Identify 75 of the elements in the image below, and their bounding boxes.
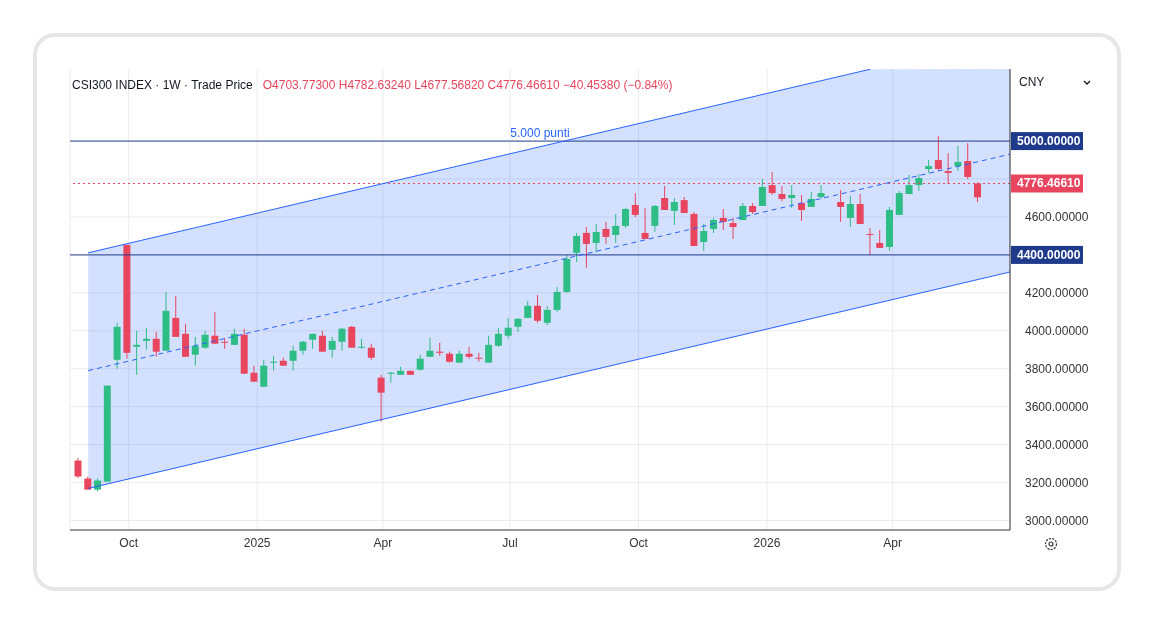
y-tick-label: 3800.00000	[1025, 361, 1089, 376]
candlestick	[494, 327, 502, 348]
candlestick	[846, 195, 854, 228]
candlestick	[729, 217, 737, 240]
y-tick-label: 3000.00000	[1025, 513, 1089, 528]
x-tick-label: Jul	[502, 535, 518, 550]
candlestick	[788, 184, 796, 209]
y-tick-label: 3400.00000	[1025, 437, 1089, 452]
candlestick	[543, 305, 551, 326]
candlestick	[602, 221, 610, 245]
candlestick	[191, 336, 199, 367]
candlestick	[964, 142, 972, 180]
candlestick	[612, 213, 620, 244]
x-tick-label: Apr	[373, 535, 393, 550]
candlestick	[133, 330, 141, 376]
candlestick	[670, 197, 678, 226]
candlestick	[622, 207, 630, 229]
candlestick	[142, 327, 150, 351]
candlestick	[934, 135, 942, 172]
candlestick	[504, 317, 512, 340]
candlestick	[817, 184, 825, 200]
candlestick	[700, 223, 708, 252]
candlestick	[152, 331, 160, 358]
y-tick-label: 4000.00000	[1025, 323, 1089, 338]
y-tick-label: 4600.00000	[1025, 209, 1089, 224]
candlestick	[876, 229, 884, 249]
y-tick-label: 3200.00000	[1025, 475, 1089, 490]
candlestick	[270, 355, 278, 372]
candlestick	[318, 330, 326, 353]
candlestick	[338, 327, 346, 352]
candlestick	[866, 227, 874, 256]
candlestick	[534, 294, 542, 324]
candlestick	[954, 145, 962, 172]
ref-line-label: 4776.46610	[1017, 176, 1081, 191]
candlestick	[778, 185, 786, 202]
candlestick	[377, 374, 385, 423]
candlestick	[582, 226, 590, 269]
x-tick-label: Apr	[883, 535, 903, 550]
candlestick	[651, 204, 659, 233]
x-tick-label: 2026	[753, 535, 781, 550]
candlestick	[592, 223, 600, 253]
ref-line-label: 5000.00000	[1017, 134, 1081, 149]
candlestick	[182, 323, 190, 358]
candlestick	[387, 371, 395, 384]
candlestick	[631, 192, 639, 218]
candlestick	[221, 337, 229, 350]
x-tick-label: Oct	[629, 535, 649, 550]
candlestick	[641, 207, 649, 240]
candlestick	[260, 359, 268, 388]
candlestick	[661, 185, 669, 211]
candlestick	[485, 335, 493, 364]
y-tick-label: 3600.00000	[1025, 399, 1089, 414]
candlestick	[358, 338, 366, 350]
candlestick	[74, 457, 82, 479]
candlestick	[895, 190, 903, 216]
candlestick	[553, 286, 561, 313]
candlestick	[758, 178, 766, 207]
candlestick	[475, 352, 483, 363]
candlestick	[426, 337, 434, 358]
candlestick	[465, 346, 473, 360]
text: CSI300 INDEX · 1W · Trade Price	[72, 78, 253, 92]
x-tick-label: Oct	[119, 535, 139, 550]
candlestick	[856, 193, 864, 225]
text: O4703.77300 H4782.63240 L4677.56820 C4776.46610 −40.45380 (−0.84%)	[262, 78, 673, 92]
candlestick	[573, 232, 581, 263]
y-tick-label: 4200.00000	[1025, 285, 1089, 300]
candlestick	[328, 336, 336, 359]
candlestick	[837, 189, 845, 223]
candlestick	[289, 345, 297, 372]
y-axis-title: CNY	[1019, 75, 1045, 89]
ref-line-label: 4400.00000	[1017, 247, 1081, 262]
candlestick	[172, 295, 180, 338]
x-tick-label: 2025	[243, 535, 271, 550]
annotation: 5.000 punti	[510, 126, 570, 141]
candlestick	[348, 325, 356, 349]
